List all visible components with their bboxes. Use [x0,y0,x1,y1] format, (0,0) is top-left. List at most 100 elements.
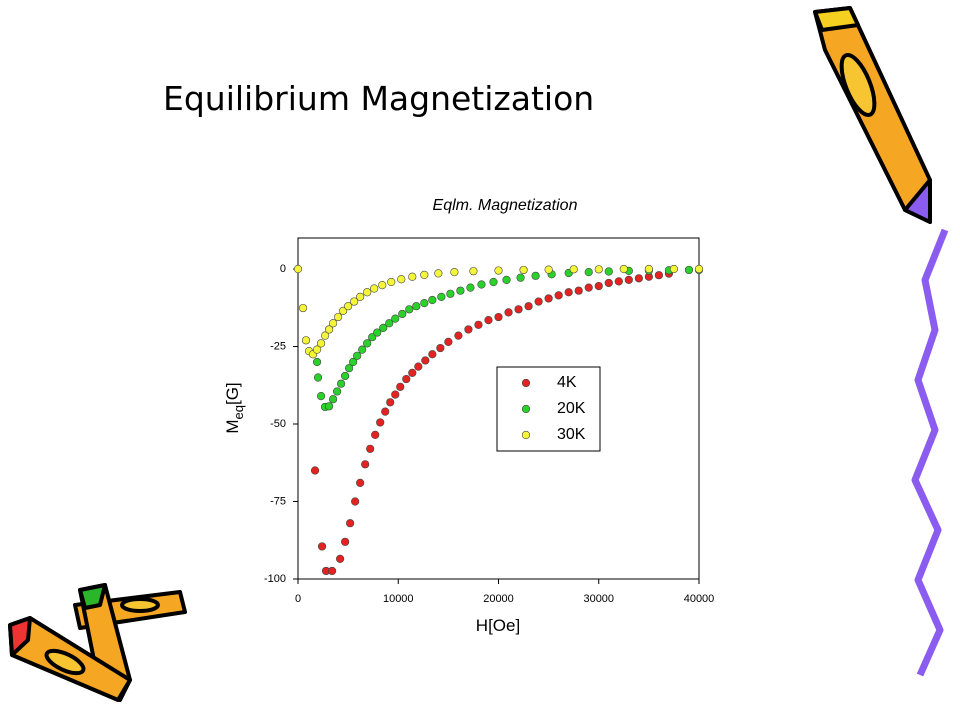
data-point [378,281,387,290]
data-point [466,283,475,292]
data-point [494,266,503,275]
data-point [494,312,503,322]
x-tick-label: 40000 [684,593,715,605]
data-point [454,331,463,340]
pencil-right-top [813,6,932,224]
data-point [484,316,493,325]
pencil-bottom-left [8,583,187,702]
data-point [584,268,593,277]
data-point [396,382,405,391]
data-point [434,269,443,278]
legend-box [496,366,601,452]
data-point [373,328,382,337]
data-point [317,542,327,551]
data-point [594,281,603,291]
data-point [371,430,380,439]
data-point [312,357,322,367]
data-point [669,264,679,274]
x-tick-label: 30000 [583,593,614,605]
data-point [408,368,417,377]
data-point [379,323,388,333]
y-label-unit: [G] [223,382,242,405]
data-point [293,264,303,274]
data-point [412,302,421,311]
data-point [341,537,350,546]
data-point [298,303,308,313]
data-point [310,466,320,475]
data-point [564,288,573,297]
data-point [368,333,377,342]
data-point [516,273,525,282]
data-point [316,392,326,401]
data-point [414,362,423,371]
data-point [316,339,326,348]
data-point [569,265,578,274]
data-point [444,337,453,346]
y-tick-label: -50 [270,418,286,430]
x-tick-label: 20000 [483,593,514,605]
data-point [345,364,354,373]
data-point [366,444,375,453]
data-point [391,314,400,323]
data-point [312,345,322,354]
data-point [387,277,396,287]
data-point [464,325,473,334]
data-point [398,309,407,319]
data-point [544,265,553,274]
data-point [428,295,437,305]
legend-label: 4K [557,374,577,391]
data-point [450,268,459,277]
data-point [376,418,385,427]
data-point [654,271,664,280]
chart-title: Eqlm. Magnetization [433,197,578,214]
data-point [446,289,455,298]
slide-title: Equilibrium Magnetization [163,79,594,118]
data-point [437,292,446,302]
data-point [320,331,330,340]
data-point [469,267,478,276]
data-point [337,379,346,388]
y-label-main: M [223,419,242,433]
y-tick-label: -100 [264,573,286,585]
data-point [397,275,406,284]
data-point [405,305,414,314]
x-tick-label: 0 [295,593,301,605]
legend-label: 30K [557,426,586,443]
data-point [349,357,358,367]
legend-marker [521,404,531,414]
data-point [381,407,390,416]
data-point [385,319,394,328]
data-point [420,299,429,308]
data-point [370,284,379,293]
data-point [436,343,445,353]
data-point [644,264,653,274]
data-point [336,554,345,563]
data-point [421,356,430,365]
data-point [356,292,365,302]
data-point [514,305,523,314]
legend-label: 20K [557,400,586,417]
data-point [594,265,603,274]
data-point [408,272,417,281]
data-point [604,267,613,276]
data-point [504,308,513,317]
data-point [334,312,343,322]
data-point [301,336,311,345]
data-point [544,294,553,303]
data-point [624,275,633,284]
data-point [313,373,323,382]
data-point [344,302,353,311]
data-point [574,286,583,295]
data-point [356,478,365,488]
data-point [619,264,628,274]
data-point [554,291,563,300]
y-tick-label: -25 [270,340,286,352]
data-point [614,277,623,286]
data-point [358,345,367,354]
data-point [402,374,411,384]
data-point [420,270,429,279]
data-point [332,387,342,396]
data-point [428,350,437,359]
data-point [328,319,338,328]
